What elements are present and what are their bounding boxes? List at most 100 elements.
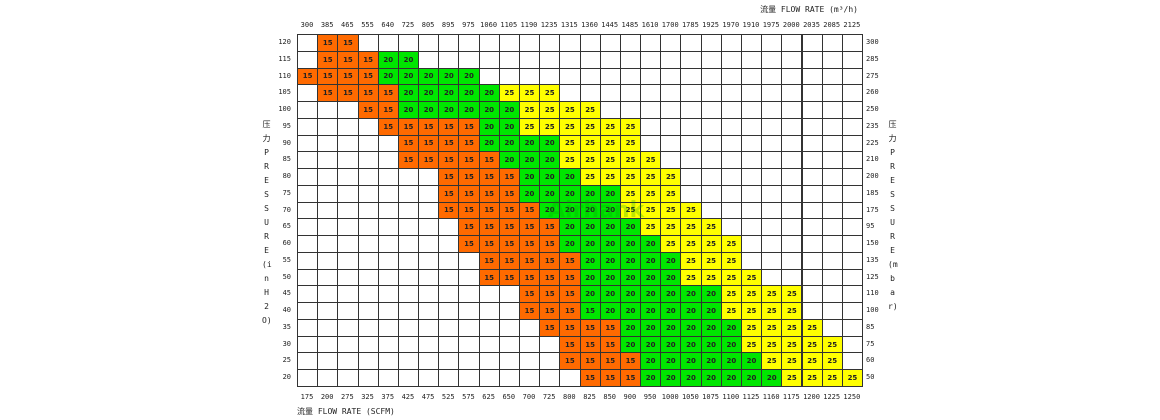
empty-cell: [801, 34, 823, 52]
value-cell: 15: [337, 34, 359, 52]
empty-cell: [579, 67, 601, 86]
empty-cell: [337, 184, 359, 203]
right-tick-label: 250: [866, 105, 879, 114]
empty-cell: [357, 168, 379, 186]
empty-cell: [418, 335, 440, 354]
value-cell: 20: [660, 251, 682, 270]
value-cell: 25: [801, 318, 823, 337]
value-cell: 15: [539, 251, 561, 270]
value-cell: 15: [478, 268, 500, 287]
right-axis-title: 压力 PRESSURE(mbar): [888, 120, 898, 311]
top-tick-label: 385: [320, 21, 334, 29]
empty-cell: [337, 318, 359, 337]
empty-cell: [599, 67, 621, 86]
value-cell: 15: [438, 201, 460, 220]
top-tick-label: 555: [361, 21, 374, 29]
empty-cell: [640, 134, 662, 153]
empty-cell: [337, 285, 359, 304]
bottom-tick-label: 825: [583, 393, 596, 401]
value-cell: 25: [599, 168, 621, 186]
value-cell: 20: [498, 134, 520, 153]
empty-cell: [579, 34, 601, 52]
empty-cell: [781, 117, 803, 136]
value-cell: 15: [458, 134, 480, 153]
empty-cell: [418, 318, 440, 337]
value-cell: 20: [599, 302, 621, 320]
value-cell: 20: [397, 67, 420, 86]
value-cell: 15: [599, 352, 621, 371]
value-cell: 25: [579, 168, 601, 186]
empty-cell: [700, 151, 722, 170]
value-cell: 25: [518, 84, 541, 103]
value-cell: 20: [579, 268, 601, 287]
left-tick-label: 105: [278, 88, 291, 97]
value-cell: 20: [660, 302, 682, 320]
right-tick-label: 50: [866, 373, 875, 382]
value-cell: 25: [559, 117, 581, 136]
value-cell: 15: [418, 117, 440, 136]
value-cell: 20: [720, 369, 742, 387]
empty-cell: [740, 101, 763, 119]
empty-cell: [337, 151, 359, 170]
empty-cell: [418, 302, 440, 320]
empty-cell: [357, 335, 379, 354]
empty-cell: [478, 302, 500, 320]
empty-cell: [781, 151, 803, 170]
left-tick-label: 20: [282, 373, 291, 382]
right-tick-label: 125: [866, 272, 879, 281]
value-cell: 20: [720, 352, 742, 371]
empty-cell: [720, 67, 742, 86]
empty-cell: [841, 251, 864, 270]
empty-cell: [720, 84, 742, 103]
empty-cell: [761, 251, 783, 270]
right-tick-label: 225: [866, 138, 879, 147]
value-cell: 20: [478, 101, 500, 119]
right-tick-label: 300: [866, 38, 879, 46]
value-cell: 25: [599, 151, 621, 170]
empty-cell: [498, 285, 520, 304]
empty-cell: [619, 101, 642, 119]
value-cell: 15: [518, 285, 541, 304]
value-cell: 20: [619, 302, 642, 320]
empty-cell: [458, 302, 480, 320]
empty-cell: [761, 184, 783, 203]
empty-cell: [700, 50, 722, 69]
value-cell: 15: [559, 352, 581, 371]
value-cell: 15: [317, 84, 339, 103]
empty-cell: [740, 50, 763, 69]
empty-cell: [781, 101, 803, 119]
value-cell: 15: [478, 201, 500, 220]
value-cell: 20: [438, 67, 460, 86]
empty-cell: [297, 251, 319, 270]
empty-cell: [357, 235, 379, 253]
bottom-tick-label: 200: [320, 393, 334, 401]
empty-cell: [559, 84, 581, 103]
empty-cell: [478, 369, 500, 387]
top-tick-label: 1925: [702, 21, 720, 29]
value-cell: 25: [660, 168, 682, 186]
value-cell: 15: [579, 369, 601, 387]
empty-cell: [801, 218, 823, 237]
empty-cell: [397, 184, 420, 203]
empty-cell: [458, 369, 480, 387]
empty-cell: [418, 201, 440, 220]
value-cell: 15: [418, 134, 440, 153]
empty-cell: [841, 34, 864, 52]
value-cell: 20: [720, 318, 742, 337]
empty-cell: [397, 369, 420, 387]
empty-cell: [337, 352, 359, 371]
empty-cell: [317, 168, 339, 186]
empty-cell: [761, 218, 783, 237]
value-cell: 15: [498, 168, 520, 186]
empty-cell: [841, 184, 864, 203]
left-tick-label: 115: [278, 54, 291, 63]
value-cell: 25: [680, 218, 702, 237]
value-cell: 25: [740, 302, 763, 320]
value-cell: 20: [418, 67, 440, 86]
bottom-tick-label: 1100: [722, 393, 740, 401]
empty-cell: [297, 335, 319, 354]
empty-cell: [700, 101, 722, 119]
value-cell: 15: [498, 201, 520, 220]
value-cell: 25: [720, 268, 742, 287]
empty-cell: [498, 34, 520, 52]
